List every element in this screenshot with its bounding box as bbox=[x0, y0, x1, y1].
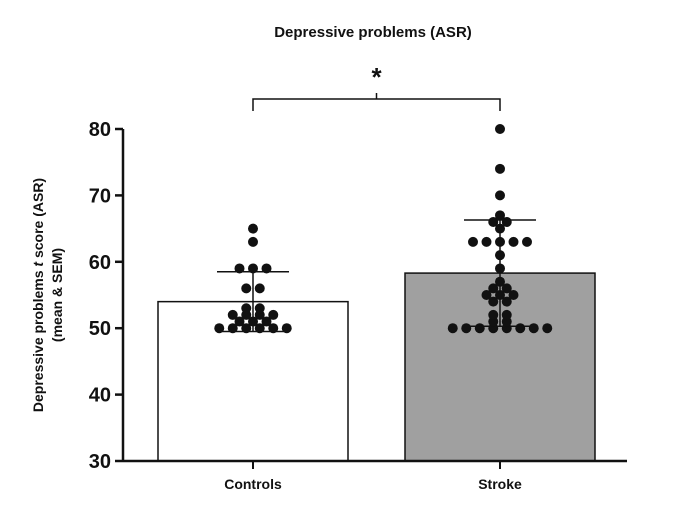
data-point-controls bbox=[248, 223, 258, 234]
significance-star: * bbox=[371, 62, 382, 92]
data-point-stroke bbox=[461, 323, 472, 334]
data-point-stroke bbox=[501, 309, 512, 320]
data-point-stroke bbox=[488, 283, 499, 294]
data-point-controls bbox=[248, 236, 258, 247]
y-axis-label-line2: (mean & SEM) bbox=[49, 248, 65, 342]
data-point-stroke bbox=[481, 236, 492, 247]
significance-bracket: * bbox=[252, 62, 501, 111]
data-point-stroke bbox=[468, 236, 478, 247]
data-point-stroke bbox=[508, 290, 519, 300]
x-ticks: Controls Stroke bbox=[224, 461, 522, 492]
data-point-controls bbox=[241, 303, 252, 314]
chart-title: Depressive problems (ASR) bbox=[274, 24, 472, 41]
data-point-controls bbox=[227, 323, 238, 334]
data-point-controls bbox=[241, 323, 252, 334]
data-point-stroke bbox=[495, 250, 505, 261]
data-point-controls bbox=[248, 263, 258, 274]
data-point-stroke bbox=[495, 290, 505, 300]
x-tick-label-controls: Controls bbox=[224, 476, 282, 492]
data-point-stroke bbox=[522, 236, 532, 247]
data-points bbox=[214, 124, 553, 334]
y-ticks: 30 40 50 60 70 80 bbox=[89, 119, 123, 473]
data-point-stroke bbox=[488, 296, 499, 307]
y-axis-label-line1: Depressive problems t score (ASR) bbox=[30, 178, 46, 412]
data-point-stroke bbox=[501, 296, 512, 307]
data-point-stroke bbox=[488, 309, 499, 320]
data-point-stroke bbox=[495, 276, 505, 287]
data-point-controls bbox=[248, 316, 258, 327]
y-tick-label: 60 bbox=[89, 252, 111, 274]
data-point-stroke bbox=[495, 163, 505, 174]
data-point-stroke bbox=[515, 323, 526, 334]
significance-line bbox=[252, 98, 501, 111]
data-point-stroke bbox=[528, 323, 539, 334]
data-point-controls bbox=[268, 309, 279, 320]
bars bbox=[157, 272, 596, 462]
data-point-controls bbox=[254, 323, 265, 334]
data-point-stroke bbox=[495, 236, 505, 247]
data-point-stroke bbox=[447, 323, 458, 334]
data-point-controls bbox=[214, 323, 225, 334]
data-point-stroke bbox=[495, 263, 505, 274]
data-point-controls bbox=[227, 309, 238, 320]
data-point-controls bbox=[281, 323, 292, 334]
data-point-stroke bbox=[481, 290, 492, 300]
y-tick-label: 50 bbox=[89, 318, 111, 340]
data-point-controls bbox=[268, 323, 279, 334]
y-tick-label: 40 bbox=[89, 385, 111, 407]
data-point-controls bbox=[234, 316, 245, 327]
data-point-stroke bbox=[474, 323, 485, 334]
data-point-controls bbox=[261, 316, 272, 327]
data-point-stroke bbox=[495, 223, 505, 234]
data-point-controls bbox=[234, 263, 245, 274]
data-point-stroke bbox=[495, 210, 505, 221]
data-point-controls bbox=[254, 283, 265, 294]
data-point-stroke bbox=[542, 323, 553, 334]
data-point-stroke bbox=[495, 190, 505, 201]
axes bbox=[121, 129, 627, 463]
data-point-stroke bbox=[488, 216, 499, 227]
y-tick-label: 30 bbox=[89, 451, 111, 473]
data-point-stroke bbox=[501, 216, 512, 227]
x-tick-label-stroke: Stroke bbox=[478, 476, 522, 492]
data-point-controls bbox=[254, 303, 265, 314]
data-point-stroke bbox=[508, 236, 519, 247]
y-tick-label: 70 bbox=[89, 185, 111, 207]
data-point-controls bbox=[261, 263, 272, 274]
data-point-stroke bbox=[495, 124, 505, 134]
data-point-stroke bbox=[501, 283, 512, 294]
data-point-controls bbox=[241, 283, 252, 294]
y-tick-label: 80 bbox=[89, 119, 111, 141]
